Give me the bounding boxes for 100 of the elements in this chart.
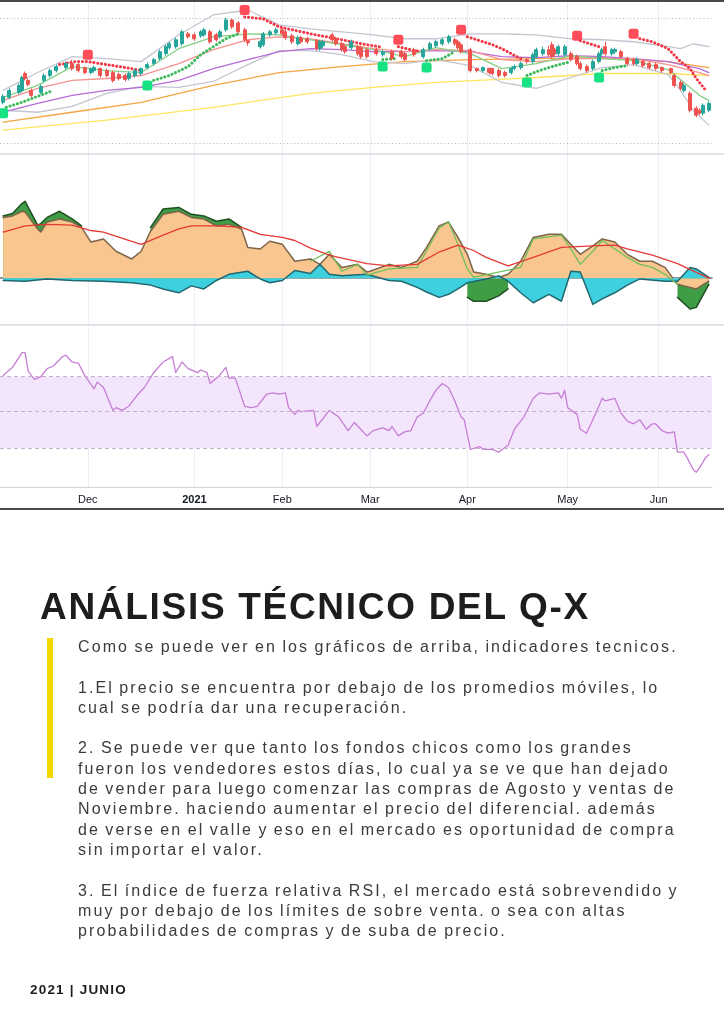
- candlestick: [214, 32, 218, 43]
- candlestick: [164, 44, 168, 57]
- candlestick: [556, 44, 560, 57]
- candlestick: [610, 47, 614, 57]
- text: Como se puede ver en los gráficos de arriba, indicadores tecnicos.: [78, 637, 679, 657]
- candlestick: [280, 27, 284, 37]
- candlestick: [111, 70, 115, 83]
- candlestick: [688, 90, 692, 113]
- candlestick: [591, 59, 595, 72]
- candlestick: [139, 67, 143, 77]
- candlestick: [447, 34, 451, 45]
- candlestick: [83, 66, 87, 76]
- candlestick: [321, 39, 325, 49]
- x-tick-label: Jun: [649, 492, 668, 505]
- x-tick-label: Apr: [458, 492, 477, 505]
- candlestick: [208, 29, 212, 45]
- text: 1.El precio se encuentra por debajo de los promedios móviles, lo cual se podría dar una recuperación.: [78, 677, 661, 718]
- candlestick: [525, 57, 529, 65]
- candlestick: [672, 73, 676, 88]
- x-tick-label: Mar: [360, 492, 380, 505]
- candlestick: [98, 67, 102, 78]
- candlestick: [569, 51, 573, 63]
- candlestick: [117, 72, 121, 81]
- point: [393, 34, 404, 45]
- candlestick: [597, 51, 601, 65]
- candlestick: [349, 39, 353, 51]
- x-tick-label: 2021: [182, 492, 207, 505]
- candlestick: [550, 41, 554, 60]
- candlestick: [519, 61, 523, 71]
- candlestick: [660, 66, 664, 74]
- x-tick-label: May: [557, 492, 579, 505]
- point: [239, 4, 250, 15]
- candlestick: [20, 75, 24, 93]
- candlestick: [434, 39, 438, 49]
- candlestick: [243, 27, 247, 43]
- candlestick: [192, 32, 196, 42]
- candlestick: [456, 39, 460, 51]
- candlestick: [503, 70, 507, 78]
- point: [521, 77, 532, 88]
- candlestick: [475, 67, 479, 74]
- candlestick: [694, 105, 698, 118]
- candlestick: [105, 68, 109, 78]
- candlestick: [7, 87, 11, 100]
- candlestick: [343, 44, 347, 55]
- candlestick: [334, 36, 338, 47]
- candlestick: [174, 37, 178, 50]
- candlestick: [365, 47, 369, 60]
- candlestick: [224, 17, 228, 33]
- candlestick: [92, 65, 96, 74]
- candlestick: [1, 93, 5, 105]
- point: [421, 62, 432, 73]
- candlestick: [453, 37, 457, 47]
- candlestick: [76, 62, 80, 74]
- candlestick: [603, 41, 607, 57]
- candlestick: [145, 62, 149, 71]
- candlestick: [42, 73, 46, 83]
- point: [594, 72, 605, 83]
- candlestick: [701, 102, 705, 116]
- candlestick: [534, 47, 538, 60]
- candlestick: [403, 51, 407, 63]
- candlestick: [399, 49, 403, 60]
- x-tick-label: Dec: [78, 492, 99, 505]
- candlestick: [490, 67, 494, 77]
- candlestick: [283, 29, 287, 41]
- point: [572, 30, 583, 41]
- candlestick: [679, 79, 683, 91]
- candlestick: [64, 61, 68, 71]
- candlestick: [707, 100, 711, 113]
- point: [628, 28, 639, 39]
- candlestick: [199, 29, 203, 39]
- candlestick: [54, 64, 58, 74]
- candlestick: [585, 64, 589, 74]
- candlestick: [613, 47, 617, 55]
- candlestick: [123, 73, 127, 82]
- candlestick: [641, 59, 645, 69]
- candlestick: [152, 57, 156, 67]
- candlestick: [133, 68, 137, 78]
- candlestick: [186, 31, 190, 40]
- text: 2. Se puede ver que tanto los fondos chicos como los grandes fueron los vendedores estos días, lo cual ya se ve que han dejado de vender para luego comenzar las compras de Agosto y ventas de Noviembre. haciendo aumentar el precio del diferencial. además de verse en el valle y eso en el mercado es oportunidad de compra sin importar el valor.: [78, 738, 677, 860]
- point: [377, 61, 388, 72]
- text: ANÁLISIS TÉCNICO DEL Q-X: [40, 586, 590, 627]
- candlestick: [230, 18, 234, 30]
- candlestick: [89, 67, 93, 76]
- candlestick: [654, 62, 658, 72]
- candlestick: [340, 41, 344, 53]
- point: [142, 80, 153, 91]
- candlestick: [305, 36, 309, 45]
- candlestick: [531, 52, 535, 65]
- point: [0, 108, 9, 119]
- candlestick: [468, 47, 472, 74]
- candlestick: [261, 31, 265, 48]
- candlestick: [268, 29, 272, 38]
- candlestick: [497, 68, 501, 78]
- candlestick: [421, 47, 425, 60]
- candlestick: [299, 35, 303, 45]
- candlestick: [218, 29, 222, 40]
- candlestick: [318, 39, 322, 52]
- x-tick-label: Feb: [272, 492, 292, 505]
- candlestick: [29, 87, 33, 98]
- candlestick: [236, 20, 240, 35]
